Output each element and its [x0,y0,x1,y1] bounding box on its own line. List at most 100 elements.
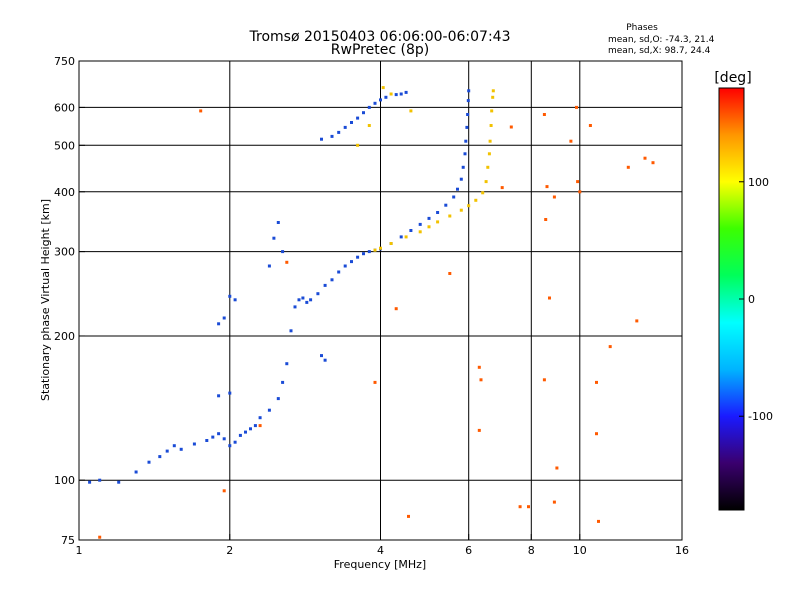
y-tick-label: 500 [54,139,75,152]
data-point-O [362,252,365,256]
data-point-O [323,358,327,362]
data-point-X [484,180,488,184]
data-point-scattered [576,180,580,184]
y-tick-label: 75 [61,534,75,547]
data-point-scattered [477,428,481,432]
data-point-O [452,195,456,199]
data-point-O [272,236,276,240]
data-point-scattered [222,489,226,493]
data-point-O [399,235,403,239]
data-point-O [301,296,305,300]
data-point-scattered [575,105,578,109]
colorbar-label: [deg] [714,70,751,86]
data-point-O [192,442,196,446]
data-point-scattered [509,125,513,129]
data-point-O [217,432,221,436]
data-point-scattered [542,113,546,116]
data-point-O [356,255,360,259]
colorbar-ticks: 100 0 -100 [739,176,773,423]
data-point-O [404,90,408,94]
data-point-O [253,424,257,428]
data-point-scattered [518,505,522,509]
data-point-O [461,165,465,169]
data-point-O [337,270,341,274]
data-point-X [491,95,495,99]
data-point-O [244,430,247,434]
data-point-scattered [479,378,483,382]
data-point-X [389,242,393,245]
data-point-O [464,139,468,143]
data-point-X [459,208,463,212]
data-point-scattered [595,380,598,384]
data-point-X [489,124,493,127]
data-point-scattered [500,186,504,190]
data-point-X [389,92,393,96]
y-tick-label: 200 [54,330,75,343]
data-point-scattered [394,307,398,311]
data-point-scattered [626,165,630,169]
phase-o-stats: mean, sd,O: -74.3, 21.4 [608,35,715,45]
data-point-O [444,203,448,207]
data-point-O [330,134,334,138]
data-point-O [217,394,221,398]
data-point-scattered [552,500,556,504]
data-point-scattered [548,296,551,300]
data-points [88,86,655,539]
data-point-O [367,250,371,254]
x-tick-label: 10 [573,544,587,557]
data-point-O [305,300,309,304]
data-point-O [238,433,242,437]
data-point-O [297,298,301,302]
data-point-O [384,95,388,99]
data-point-X [404,235,408,239]
data-point-O [356,116,360,120]
data-point-X [474,198,478,202]
data-point-scattered [608,345,612,349]
y-tick-label: 600 [54,101,75,114]
data-point-X [356,143,360,147]
data-point-O [98,478,102,482]
data-point-O [323,283,327,287]
data-point-O [465,125,469,129]
data-point-O [427,216,431,220]
data-point-O [222,437,226,441]
x-tick-label: 6 [465,544,472,557]
y-tick-label: 300 [54,246,75,259]
data-point-O [228,294,232,298]
data-point-X [487,152,491,156]
data-point-scattered [199,109,203,113]
data-point-O [217,322,221,326]
x-tick-label: 4 [377,544,384,557]
data-point-O [285,362,289,366]
data-point-O [463,152,467,156]
data-point-O [466,113,470,116]
data-point-O [281,380,285,384]
data-point-scattered [544,218,548,221]
data-point-scattered [545,185,549,189]
data-point-O [158,455,162,459]
data-point-X [486,165,490,169]
data-point-scattered [477,365,481,369]
data-point-O [362,111,365,115]
data-point-O [249,427,252,431]
x-tick-label: 1 [76,544,83,557]
data-point-O [276,221,280,224]
data-point-scattered [597,519,600,523]
data-point-X [490,109,494,113]
data-point-O [350,260,353,264]
data-point-O [350,121,353,124]
data-point-X [436,220,440,224]
data-point-O [267,264,271,268]
x-axis-label: Frequency [MHz] [334,558,426,571]
data-point-O [258,416,262,420]
data-point-X [367,124,371,127]
data-point-scattered [651,161,655,165]
data-point-scattered [285,260,289,264]
data-point-O [330,278,334,282]
data-point-O [179,447,183,451]
x-tick-label: 2 [226,544,233,557]
data-point-O [320,137,323,141]
data-point-scattered [98,535,102,539]
data-point-X [373,248,377,252]
data-point-O [456,187,459,191]
